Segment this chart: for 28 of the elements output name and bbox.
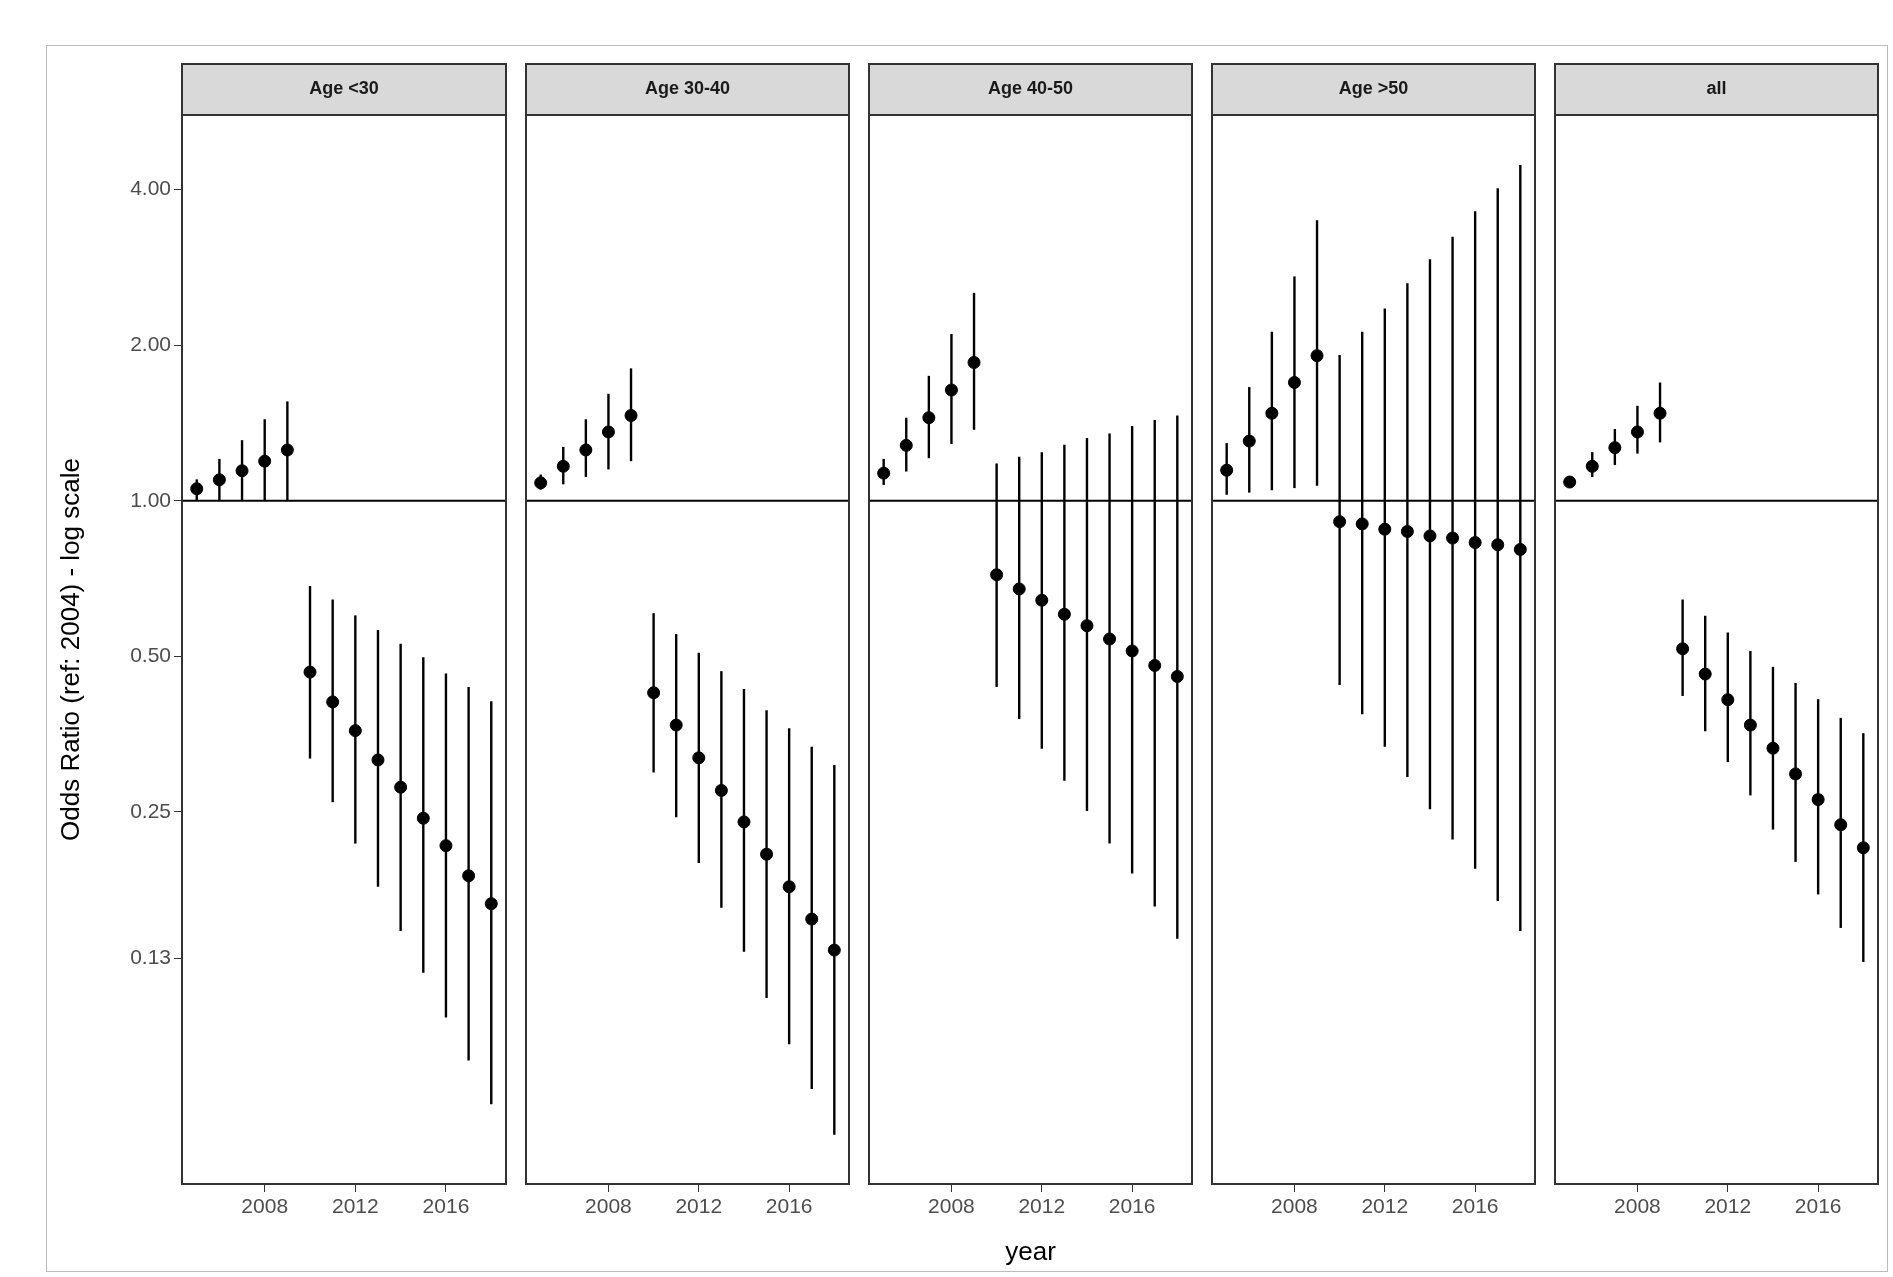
y-tick-label: 0.25 <box>130 798 171 822</box>
chart-title: Age 30-40 <box>644 78 731 99</box>
chart-title: all <box>1706 78 1727 99</box>
x-tick-label: 2012 <box>675 1194 723 1218</box>
x-tick-label: 2016 <box>1451 1194 1499 1218</box>
x-tick-label: 2016 <box>1108 1194 1156 1218</box>
y-tick-label: 0.13 <box>130 945 171 969</box>
chart-title: Age 40-50 <box>987 78 1074 99</box>
y-tick-label: 0.50 <box>130 643 171 667</box>
chart-title: Age <30 <box>309 78 379 99</box>
x-tick-label: 2012 <box>1361 1194 1409 1218</box>
chart-title: Age >50 <box>1338 78 1409 99</box>
x-tick-label: 2012 <box>1018 1194 1066 1218</box>
x-tick-label: 2012 <box>1704 1194 1752 1218</box>
x-tick-label: 2012 <box>331 1194 379 1218</box>
x-tick-label: 2008 <box>241 1194 289 1218</box>
x-tick-label: 2008 <box>585 1194 632 1218</box>
x-tick-label: 2016 <box>422 1194 470 1218</box>
x-tick-label: 2008 <box>928 1194 975 1218</box>
x-tick-label: 2016 <box>765 1194 813 1218</box>
x-tick-label: 2008 <box>1614 1194 1661 1218</box>
y-tick-label: 4.00 <box>130 176 171 200</box>
x-tick-label: 2008 <box>1271 1194 1318 1218</box>
y-tick-label: 1.00 <box>130 487 171 511</box>
y-tick-label: 2.00 <box>130 332 171 356</box>
y-axis-title: Odds Ratio (ref: 2004) - log scale <box>54 458 85 841</box>
x-tick-label: 2016 <box>1794 1194 1842 1218</box>
x-axis-title: year <box>1005 1235 1057 1266</box>
